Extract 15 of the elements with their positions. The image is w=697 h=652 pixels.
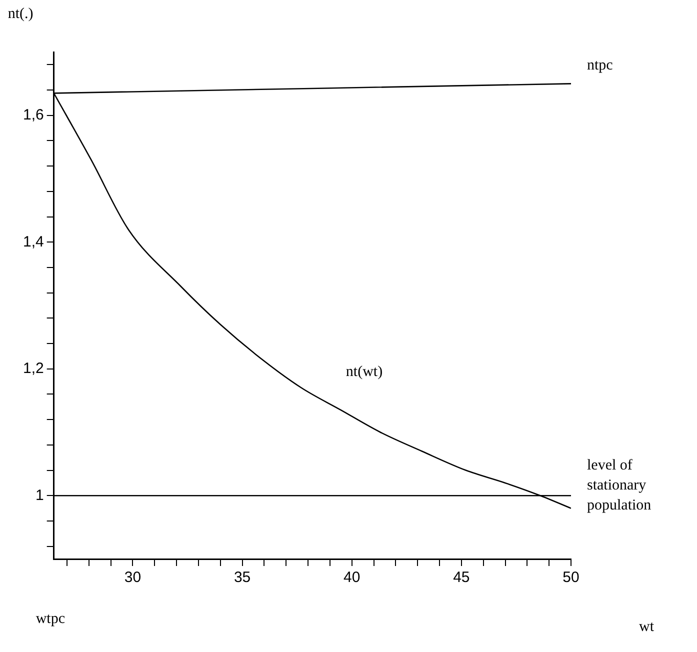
y-tick-label: 1,6 (22, 106, 44, 124)
x-tick-label: 35 (234, 569, 251, 586)
y-axis-title: nt(.) (8, 6, 34, 22)
x-axis-title: wt (639, 618, 655, 635)
x-tick-label: 40 (344, 569, 360, 586)
ref-line-label: level of stationary population (587, 458, 652, 514)
text: wtpc (36, 610, 66, 627)
y-tick-label: 1,4 (22, 233, 44, 250)
series-label: nt(wt) (346, 364, 383, 380)
y-tick-label: 1,2 (22, 360, 44, 378)
x-tick-label: 45 (453, 569, 470, 586)
series-label: ntpc (587, 58, 614, 74)
x-tick-label: 30 (124, 569, 142, 586)
x-tick-label: 50 (562, 569, 580, 586)
y-tick-label: 1 (36, 486, 44, 504)
